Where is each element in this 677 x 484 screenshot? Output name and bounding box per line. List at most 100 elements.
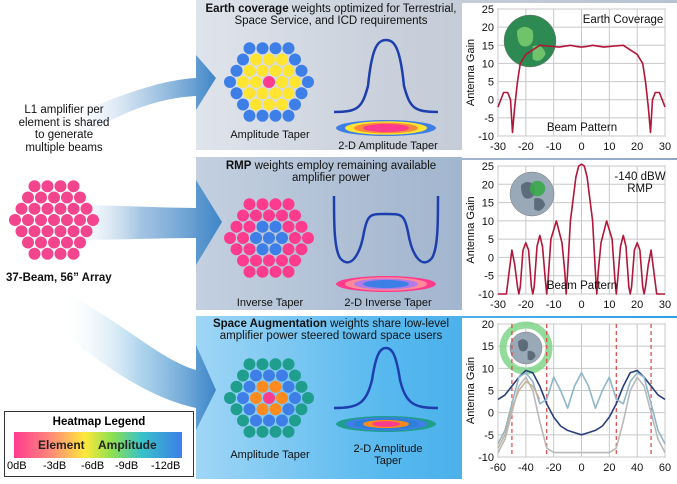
array-element bbox=[61, 214, 73, 226]
array-element bbox=[302, 392, 314, 404]
array-element bbox=[289, 76, 301, 88]
array-element bbox=[80, 202, 93, 215]
array-element bbox=[250, 209, 262, 222]
array-element bbox=[269, 220, 282, 233]
x-tick-label: 10 bbox=[603, 299, 615, 311]
array-element bbox=[67, 225, 80, 238]
x-tick-label: -10 bbox=[546, 141, 562, 153]
row2-array-label: Inverse Taper bbox=[236, 297, 304, 309]
array-element bbox=[243, 220, 256, 233]
array-element bbox=[243, 42, 256, 55]
row3-taper-label: 2-D Amplitude Taper bbox=[328, 443, 448, 467]
earth-globe-with-ring-icon bbox=[499, 321, 553, 375]
array-element bbox=[289, 392, 301, 404]
heatmap-legend: Heatmap Legend Element Amplitude 0dB -3d… bbox=[4, 411, 194, 477]
row3-header: Space Augmentation weights share low-lev… bbox=[196, 318, 466, 342]
y-tick-label: -5 bbox=[484, 113, 494, 125]
row2-header-line2: amplifier power bbox=[292, 172, 370, 184]
array-element bbox=[41, 202, 54, 215]
row2-taper-label: 2-D Inverse Taper bbox=[344, 297, 432, 309]
y-tick-label: 10 bbox=[482, 363, 494, 375]
array-element-group bbox=[224, 358, 314, 438]
arrow-rmp bbox=[60, 180, 222, 265]
x-tick-label: 10 bbox=[603, 141, 615, 153]
row3-array-label: Amplitude Taper bbox=[230, 449, 310, 461]
array-element bbox=[263, 254, 275, 267]
array-element bbox=[237, 209, 249, 222]
row2-header: RMP weights employ remaining available a… bbox=[196, 160, 466, 184]
arrow-earth-coverage bbox=[60, 55, 216, 150]
array-element bbox=[282, 42, 295, 55]
x-tick-label: 0 bbox=[578, 299, 584, 311]
row3-taper-label-line1: 2-D Amplitude bbox=[353, 443, 423, 455]
array-element bbox=[289, 209, 301, 222]
array-element bbox=[263, 76, 275, 88]
array-element bbox=[230, 403, 243, 416]
y-tick-label: 10 bbox=[482, 216, 494, 228]
array-element bbox=[67, 247, 80, 260]
array-element bbox=[237, 414, 249, 427]
array-element bbox=[230, 243, 243, 256]
x-tick-label: -60 bbox=[490, 462, 506, 474]
row2-taper-diagram bbox=[332, 195, 440, 292]
array-element bbox=[230, 64, 243, 77]
array-element bbox=[276, 76, 288, 88]
series-line bbox=[497, 369, 666, 436]
y-tick-label: 25 bbox=[482, 161, 494, 173]
array-element bbox=[48, 214, 60, 226]
x-tick-label: 0 bbox=[578, 141, 584, 153]
series-line bbox=[498, 163, 665, 295]
array-element bbox=[54, 247, 67, 260]
array-element bbox=[295, 380, 308, 393]
array-element bbox=[237, 254, 249, 267]
array-element bbox=[243, 380, 256, 393]
taper-ring bbox=[372, 125, 400, 131]
array-element bbox=[237, 369, 249, 382]
series-line bbox=[497, 376, 666, 454]
row1-array-label: Amplitude Taper bbox=[230, 129, 310, 141]
array-element bbox=[250, 76, 262, 88]
x-tick-label: -20 bbox=[518, 141, 534, 153]
array-element bbox=[15, 202, 28, 215]
row3-header-line2: amplifier power steered toward space use… bbox=[219, 330, 443, 342]
y-tick-label: 5 bbox=[488, 386, 494, 398]
series-line bbox=[497, 380, 541, 449]
array-element bbox=[243, 425, 256, 438]
array-element bbox=[282, 243, 295, 256]
array-element bbox=[282, 358, 295, 371]
y-tick-label: 15 bbox=[482, 40, 494, 52]
series-line bbox=[497, 44, 666, 134]
earth-globe-icon bbox=[509, 171, 555, 217]
array-37-beam-diagram bbox=[9, 180, 99, 260]
x-tick-label: -30 bbox=[490, 141, 506, 153]
array-element bbox=[61, 236, 73, 249]
array-element bbox=[289, 414, 301, 427]
array-element bbox=[276, 98, 288, 111]
array-element bbox=[276, 209, 288, 222]
array-element bbox=[276, 232, 288, 244]
array-element bbox=[243, 87, 256, 100]
row1-header: Earth coverage weights optimized for Ter… bbox=[196, 3, 466, 27]
array-element bbox=[282, 64, 295, 77]
array-element bbox=[295, 87, 308, 100]
array-element bbox=[22, 236, 34, 249]
row3-taper-ellipse bbox=[336, 416, 436, 432]
array-element bbox=[263, 98, 275, 111]
x-tick-label: 30 bbox=[659, 141, 671, 153]
x-tick-label: -30 bbox=[490, 299, 506, 311]
array-element bbox=[48, 191, 60, 204]
array-element bbox=[230, 87, 243, 100]
array-element bbox=[269, 64, 282, 77]
array-element bbox=[22, 191, 34, 204]
amplifier-text-line: L1 amplifier per bbox=[24, 104, 104, 116]
array-element bbox=[67, 180, 80, 193]
x-tick-label: 20 bbox=[631, 299, 643, 311]
y-tick-label: 15 bbox=[482, 198, 494, 210]
array-element bbox=[269, 198, 282, 211]
legend-title: Heatmap Legend bbox=[52, 416, 146, 428]
array-element bbox=[250, 369, 262, 382]
array-element bbox=[243, 265, 256, 278]
legend-colorbar: Element Amplitude bbox=[14, 432, 182, 458]
row3-chart-svg: -10 -5 0 5 10 15 20 -60 -40 -20 0 20 40 60 Antenna Gai… bbox=[462, 318, 677, 479]
amplifier-description: L1 amplifier per element is shared to ge… bbox=[8, 104, 120, 154]
